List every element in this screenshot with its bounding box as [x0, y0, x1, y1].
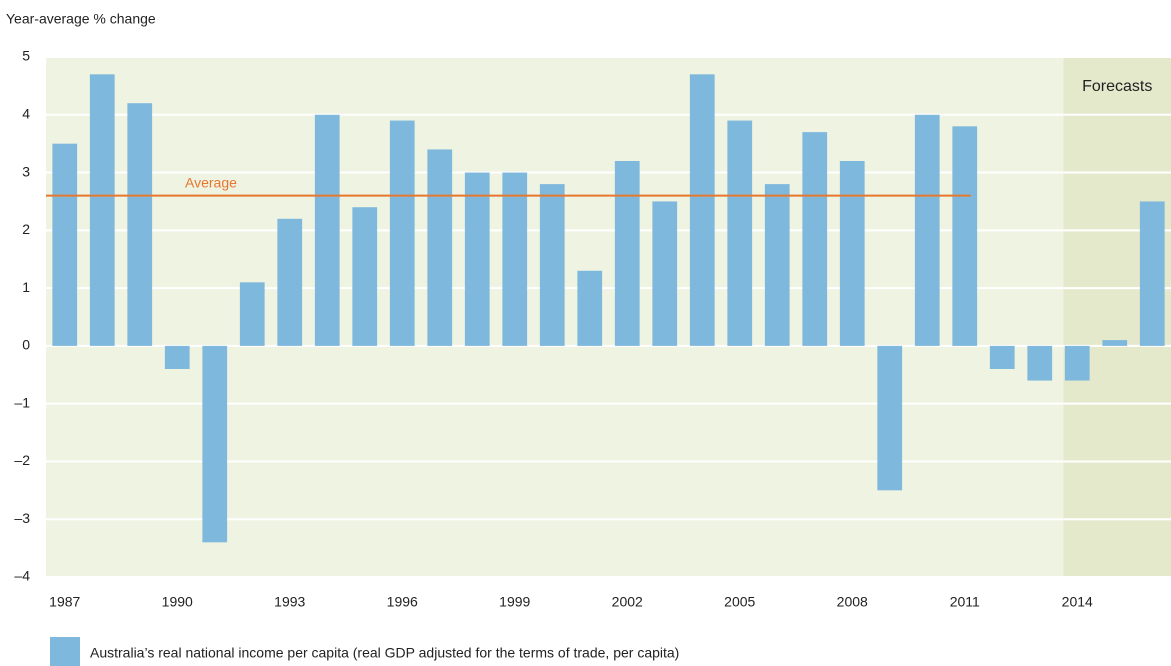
- bar: [577, 270, 603, 346]
- x-tick-label: 1999: [499, 594, 530, 610]
- bar: [502, 172, 528, 346]
- x-tick-label: 1996: [387, 594, 418, 610]
- bar: [127, 103, 153, 346]
- x-tick-label: 1990: [162, 594, 193, 610]
- bar: [539, 184, 565, 346]
- x-tick-label: 2011: [950, 594, 980, 610]
- y-tick-label: 5: [22, 48, 30, 64]
- bar: [764, 184, 790, 346]
- bar: [464, 172, 490, 346]
- y-tick-label: 0: [22, 337, 30, 353]
- bar: [239, 282, 265, 346]
- bar: [389, 120, 415, 346]
- bar: [352, 207, 378, 346]
- average-label: Average: [185, 174, 237, 190]
- bar: [689, 74, 715, 346]
- y-tick-label: –3: [14, 510, 30, 526]
- y-tick-label: 4: [22, 105, 30, 121]
- legend-label: Australia’s real national income per cap…: [90, 645, 679, 661]
- bar: [652, 201, 678, 346]
- x-tick-label: 2002: [612, 594, 643, 610]
- forecast-label: Forecasts: [1082, 78, 1152, 95]
- bar: [1102, 340, 1128, 346]
- bar: [202, 345, 228, 543]
- bar: [1139, 201, 1165, 346]
- y-tick-label: –1: [14, 394, 30, 410]
- x-tick-label: 2005: [724, 594, 755, 610]
- y-axis-label: Year-average % change: [6, 11, 156, 27]
- bar: [89, 74, 115, 346]
- y-tick-label: –2: [14, 452, 30, 468]
- bar: [727, 120, 753, 346]
- x-tick-label: 2014: [1062, 594, 1093, 610]
- y-tick-label: 3: [22, 163, 30, 179]
- bar: [314, 114, 340, 346]
- x-tick-label: 1987: [49, 594, 80, 610]
- bar: [52, 143, 78, 346]
- y-tick-label: 1: [22, 279, 30, 295]
- bar: [914, 114, 940, 346]
- bar: [277, 218, 303, 346]
- bar: [952, 126, 978, 346]
- bar: [1027, 345, 1053, 381]
- bar: [839, 161, 865, 346]
- bar: [164, 345, 190, 369]
- x-tick-label: 1993: [274, 594, 305, 610]
- bar: [614, 161, 640, 346]
- bar: [1064, 345, 1090, 381]
- y-tick-label: 2: [22, 221, 30, 237]
- bar: [427, 149, 453, 346]
- y-tick-label: –4: [14, 568, 30, 584]
- bar: [877, 345, 903, 491]
- bar: [989, 345, 1015, 369]
- plot-background: [46, 57, 1171, 577]
- x-tick-label: 2008: [837, 594, 868, 610]
- legend-swatch: [50, 637, 80, 666]
- bar: [802, 132, 828, 346]
